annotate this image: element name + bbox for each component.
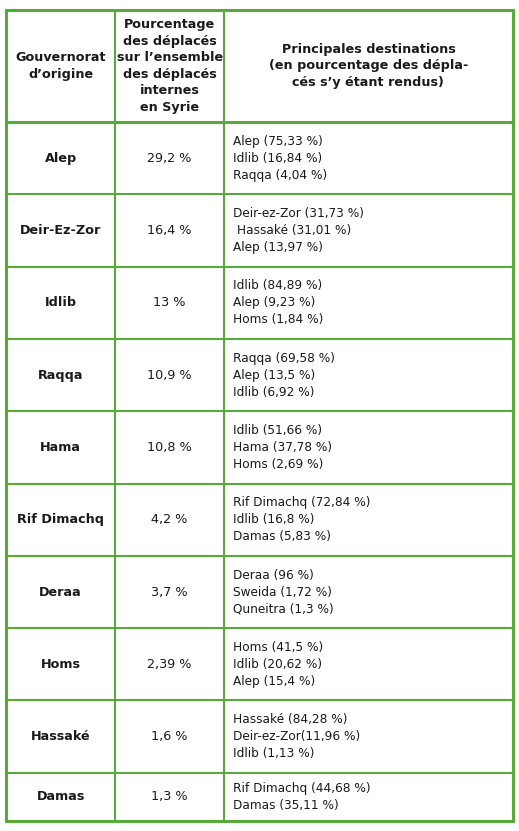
Text: Gouvernorat
d’origine: Gouvernorat d’origine xyxy=(16,52,106,81)
Text: Raqqa: Raqqa xyxy=(38,368,84,381)
Text: Alep: Alep xyxy=(45,151,77,165)
Text: Deraa (96 %)
Sweida (1,72 %)
Quneitra (1,3 %): Deraa (96 %) Sweida (1,72 %) Quneitra (1… xyxy=(233,568,334,616)
Text: 29,2 %: 29,2 % xyxy=(147,151,192,165)
Text: Deir-Ez-Zor: Deir-Ez-Zor xyxy=(20,224,101,237)
Text: 1,3 %: 1,3 % xyxy=(151,790,188,804)
Text: Damas: Damas xyxy=(36,790,85,804)
Text: Pourcentage
des déplacés
sur l’ensemble
des déplacés
internes
en Syrie: Pourcentage des déplacés sur l’ensemble … xyxy=(117,18,223,114)
Text: Homs: Homs xyxy=(40,658,80,671)
Text: Idlib: Idlib xyxy=(45,296,77,309)
Text: 3,7 %: 3,7 % xyxy=(151,586,188,598)
Text: Rif Dimachq: Rif Dimachq xyxy=(17,514,104,526)
Text: 4,2 %: 4,2 % xyxy=(152,514,188,526)
Text: Principales destinations
(en pourcentage des dépla-
cés s’y étant rendus): Principales destinations (en pourcentage… xyxy=(269,43,468,89)
Text: Idlib (51,66 %)
Hama (37,78 %)
Homs (2,69 %): Idlib (51,66 %) Hama (37,78 %) Homs (2,6… xyxy=(233,424,332,471)
Text: 10,9 %: 10,9 % xyxy=(147,368,192,381)
Text: Hama: Hama xyxy=(40,441,81,454)
Text: 2,39 %: 2,39 % xyxy=(147,658,192,671)
Text: 13 %: 13 % xyxy=(153,296,186,309)
Text: Raqqa (69,58 %)
Alep (13,5 %)
Idlib (6,92 %): Raqqa (69,58 %) Alep (13,5 %) Idlib (6,9… xyxy=(233,352,335,399)
Text: 10,8 %: 10,8 % xyxy=(147,441,192,454)
Text: Rif Dimachq (44,68 %)
Damas (35,11 %): Rif Dimachq (44,68 %) Damas (35,11 %) xyxy=(233,782,371,812)
Text: Deraa: Deraa xyxy=(39,586,82,598)
Text: Hassaké (84,28 %)
Deir-ez-Zor(11,96 %)
Idlib (1,13 %): Hassaké (84,28 %) Deir-ez-Zor(11,96 %) I… xyxy=(233,713,360,760)
Text: 16,4 %: 16,4 % xyxy=(147,224,192,237)
Text: Alep (75,33 %)
Idlib (16,84 %)
Raqqa (4,04 %): Alep (75,33 %) Idlib (16,84 %) Raqqa (4,… xyxy=(233,135,327,181)
Text: 1,6 %: 1,6 % xyxy=(152,730,188,743)
Text: Rif Dimachq (72,84 %)
Idlib (16,8 %)
Damas (5,83 %): Rif Dimachq (72,84 %) Idlib (16,8 %) Dam… xyxy=(233,496,371,543)
Text: Idlib (84,89 %)
Alep (9,23 %)
Homs (1,84 %): Idlib (84,89 %) Alep (9,23 %) Homs (1,84… xyxy=(233,279,323,327)
Text: Deir-ez-Zor (31,73 %)
 Hassaké (31,01 %)
Alep (13,97 %): Deir-ez-Zor (31,73 %) Hassaké (31,01 %) … xyxy=(233,207,364,254)
Text: Hassaké: Hassaké xyxy=(31,730,90,743)
Text: Homs (41,5 %)
Idlib (20,62 %)
Alep (15,4 %): Homs (41,5 %) Idlib (20,62 %) Alep (15,4… xyxy=(233,641,323,688)
